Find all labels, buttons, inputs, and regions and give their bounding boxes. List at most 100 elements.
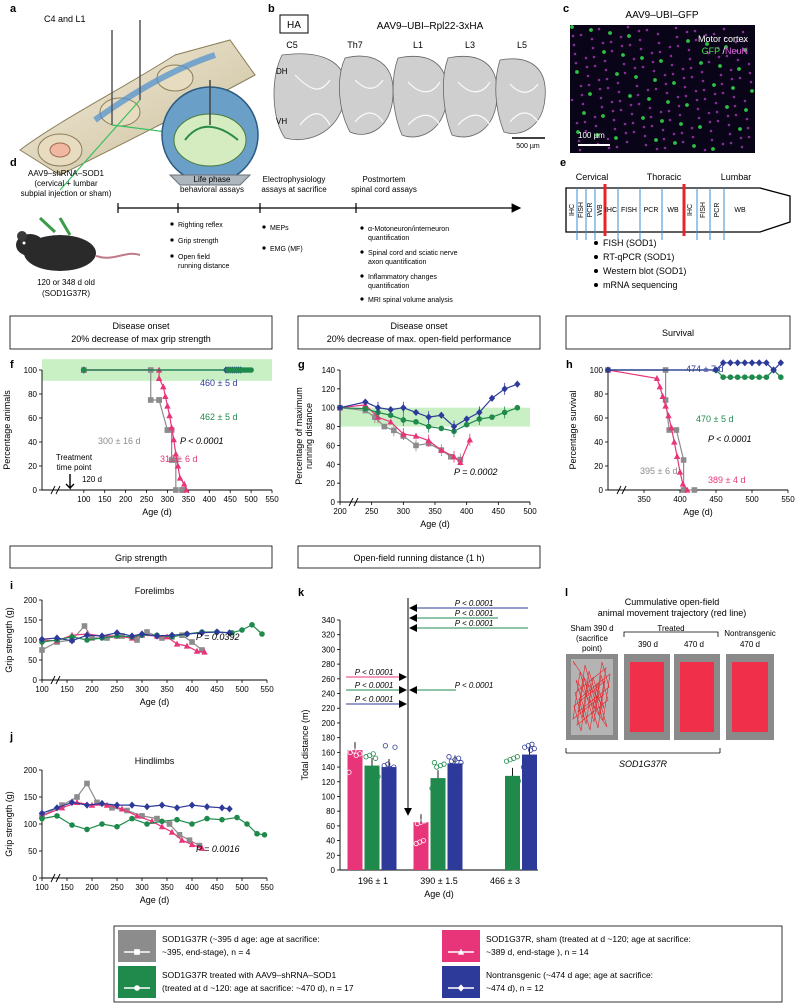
data-point-sham [170, 436, 177, 443]
data-point-end_stage [179, 487, 185, 493]
gfp-cell [628, 94, 632, 98]
neun-cell [601, 41, 605, 45]
data-point-nontransgenic [53, 634, 61, 642]
injection-line: AAV9–shRNA–SOD1 [28, 169, 104, 178]
segment-label: IHC [569, 204, 576, 216]
data-point-sham [173, 640, 181, 647]
x-tick-label: 450 [709, 495, 723, 504]
legend-swatch-end_stage [118, 930, 156, 962]
panel-letter-g: g [298, 359, 305, 371]
data-point-treated [204, 815, 210, 822]
p-value: P < 0.0001 [355, 695, 394, 704]
data-point-sham [676, 468, 684, 475]
data-point-nontransgenic [153, 632, 161, 640]
data-point-treated [756, 374, 762, 381]
neun-cell [720, 82, 724, 86]
level-label: L5 [517, 40, 527, 50]
assay-list: FISH (SOD1) RT-qPCR (SOD1) Western blot … [594, 238, 686, 290]
endstage-median: 395 ± 6 d [640, 466, 677, 476]
panel-letter-d: d [10, 157, 17, 169]
neun-cell [710, 138, 714, 142]
data-point-treated [514, 404, 521, 411]
gfp-cell [712, 83, 716, 87]
neun-cell [663, 146, 667, 150]
y-tick-label: 200 [24, 766, 38, 775]
neun-cell [600, 105, 604, 109]
bar-treated [430, 778, 446, 870]
data-point-treated [365, 772, 371, 778]
gfp-cell [641, 116, 645, 120]
level-label: L1 [413, 40, 423, 50]
data-point-nontransgenic [168, 631, 176, 639]
neun-cell [681, 67, 685, 71]
x-tick-label: 500 [745, 495, 759, 504]
legend: SOD1G37R (~395 d age: age at sacrifice: ~… [113, 925, 783, 1003]
neun-cell [644, 143, 648, 147]
y-tick-label: 320 [322, 631, 336, 640]
data-point-treated [174, 816, 180, 823]
x-axis-label: Age (d) [142, 507, 172, 517]
neun-cell [681, 140, 685, 144]
data-point-nontransgenic [777, 359, 784, 367]
segment-label: PCR [644, 207, 659, 214]
data-point-end_stage [84, 780, 90, 787]
nontg-median: 460 ± 5 d [200, 378, 237, 388]
data-point-end_stage [89, 635, 95, 641]
y-tick-label: 40 [326, 460, 335, 469]
data-point-sham [673, 453, 681, 459]
neun-cell [635, 84, 639, 88]
y-tick-label: 60 [594, 414, 603, 423]
data-point-treated [387, 412, 394, 419]
data-point-end_stage [372, 414, 378, 420]
data-point-sham [668, 424, 675, 431]
data-point-end_stage [680, 457, 687, 463]
neun-cell [606, 86, 610, 90]
neun-cell [743, 99, 747, 103]
neun-cell [656, 32, 660, 36]
onset-band [340, 407, 530, 427]
y-tick-label: 80 [326, 423, 335, 432]
neun-cell [597, 78, 601, 82]
data-point-nontransgenic [528, 747, 534, 753]
y-tick-label: 100 [590, 366, 604, 375]
neun-cell [748, 71, 752, 75]
neun-cell [579, 84, 583, 88]
data-point-sham [413, 840, 419, 847]
x-tick-label: 200 [85, 883, 99, 892]
neun-cell [708, 120, 712, 124]
panel-i-chart: 100 150 200 250 300 350 400 450 500 550 0 50 100 150 2… [4, 580, 274, 707]
gfp-cell [711, 147, 715, 151]
header-post: Postmortem [362, 175, 405, 184]
data-point-treated [114, 823, 120, 830]
neun-cell [727, 123, 731, 127]
neun-cell [670, 63, 674, 67]
data-point-nontransgenic [98, 799, 106, 808]
neun-cell [723, 36, 727, 40]
neun-cell [669, 54, 673, 58]
arena-treated-470 [674, 654, 720, 740]
neun-cell [716, 119, 720, 123]
treated-390-label: 390 d [638, 640, 658, 649]
data-point-treated [763, 374, 770, 381]
region-label: Cervical [576, 172, 609, 182]
data-point-end_stage [448, 453, 454, 460]
gfp-cell [679, 122, 683, 126]
x-tick-label: 550 [265, 495, 279, 504]
x-tick-label: 150 [98, 495, 112, 504]
data-point-treated [219, 816, 225, 823]
neun-cell [636, 93, 640, 97]
legend-swatch-nontransgenic [442, 966, 480, 998]
segment-label: FISH [621, 207, 637, 214]
x-tick-label: 100 [77, 495, 91, 504]
header-ephys: assays at sacrifice [261, 185, 327, 194]
data-point-nontransgenic [756, 359, 763, 367]
data-point-treated [84, 637, 90, 643]
section-c5 [273, 53, 346, 140]
section-l1 [392, 56, 448, 138]
neun-cell [605, 77, 609, 81]
y-tick-label: 40 [28, 438, 37, 447]
neun-cell [624, 131, 628, 135]
arena-treated-390 [624, 654, 670, 740]
gfp-cell [744, 108, 748, 112]
